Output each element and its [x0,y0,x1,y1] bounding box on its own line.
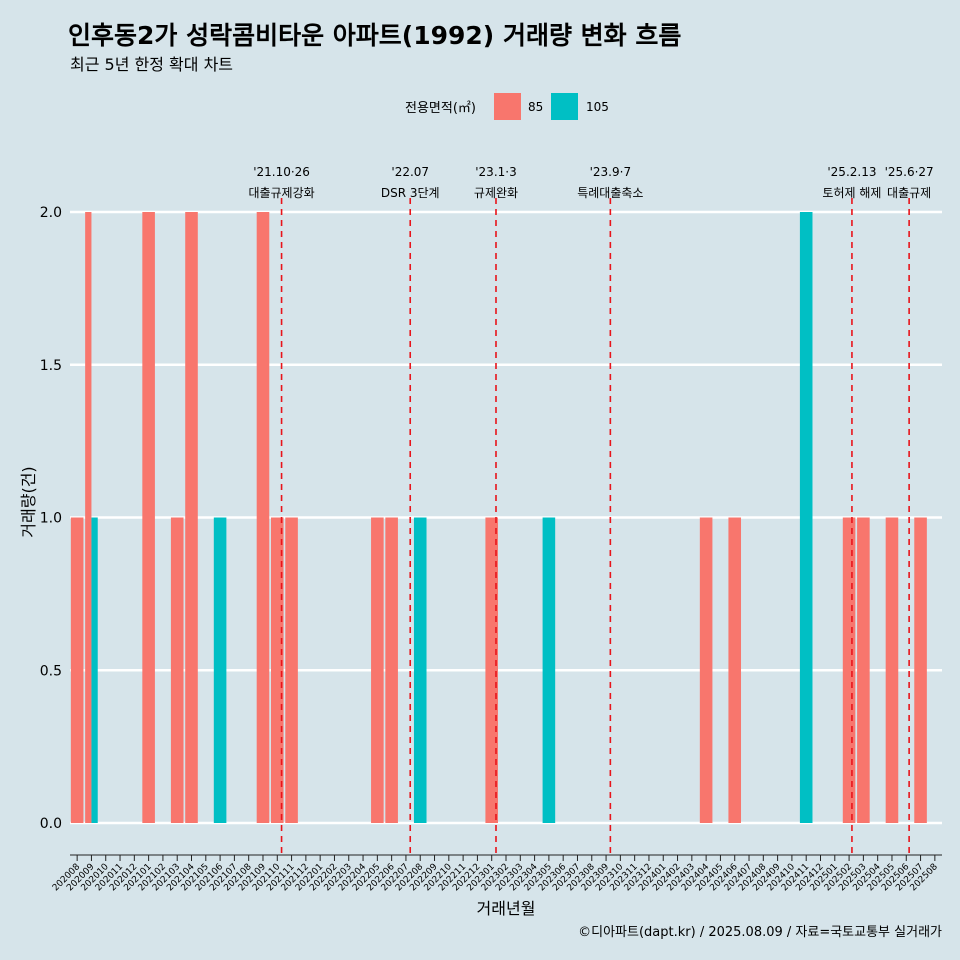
legend-swatch-105 [551,93,578,120]
event-text: 특례대출축소 [577,186,643,200]
event-text: 대출규제강화 [248,186,314,200]
legend-label-105: 105 [586,100,609,114]
legend-swatch-85 [494,93,521,120]
bar-85-202101 [142,212,155,823]
y-tick-label: 1.0 [40,511,62,527]
x-axis-label: 거래년월 [477,899,536,918]
bar-105-202411 [799,212,813,823]
bar-85-202008 [70,517,84,823]
y-axis-ticks: 0.0 0.5 1.0 1.5 2.0 [40,205,62,832]
event-date: '21.10·26 [253,165,310,179]
y-tick-label: 0.5 [40,663,62,679]
chart-title: 인후동2가 성락콤비타운 아파트(1992) 거래량 변화 흐름 [68,21,681,50]
legend: 전용면적(㎡) 85 105 [405,93,609,120]
bars [70,212,927,823]
legend-label-85: 85 [528,100,543,114]
event-text: DSR 3단계 [381,186,440,200]
bar-85-202110 [270,517,284,823]
x-axis: 2020082020092020102020112020122021012021… [51,854,942,893]
event-annotations: '21.10·26 대출규제강화 '22.07 DSR 3단계 '23.1·3 규제완화 '… [248,165,934,855]
event-text: 토허제 해제 [822,186,881,200]
bar-85-202205 [371,517,384,823]
bar-85-202406 [728,517,742,823]
event-date: '22.07 [391,165,429,179]
event-text: 규제완화 [474,186,518,200]
event-date: '23.1·3 [475,165,516,179]
y-tick-label: 1.5 [40,358,62,374]
bar-85-202301 [485,517,498,823]
event-date: '23.9·7 [590,165,631,179]
bar-85-202009 [85,212,92,823]
bar-105-202305 [542,517,556,823]
legend-title: 전용면적(㎡) [405,101,476,116]
bar-105-202009 [91,517,98,823]
y-axis-label: 거래량(건) [19,466,38,537]
bar-85-202507 [914,517,927,823]
bar-85-202104 [185,212,198,823]
bar-105-202106 [213,517,227,823]
bar-85-202206 [385,517,398,823]
bar-85-202505 [885,517,899,823]
bar-105-202208 [413,517,427,823]
event-text: 대출규제 [887,186,931,200]
bar-85-202111 [285,517,298,823]
caption: ©디아파트(dapt.kr) / 2025.08.09 / 자료=국토교통부 실… [578,925,942,940]
bar-85-202503 [857,517,870,823]
bar-85-202109 [256,212,270,823]
event-date: '25.6·27 [885,165,934,179]
chart-subtitle: 최근 5년 한정 확대 차트 [70,55,233,74]
bar-85-202502 [842,517,856,823]
y-tick-label: 2.0 [40,205,62,221]
bar-85-202103 [170,517,184,823]
event-date: '25.2.13 [827,165,876,179]
bar-85-202404 [699,517,713,823]
y-tick-label: 0.0 [40,816,62,832]
